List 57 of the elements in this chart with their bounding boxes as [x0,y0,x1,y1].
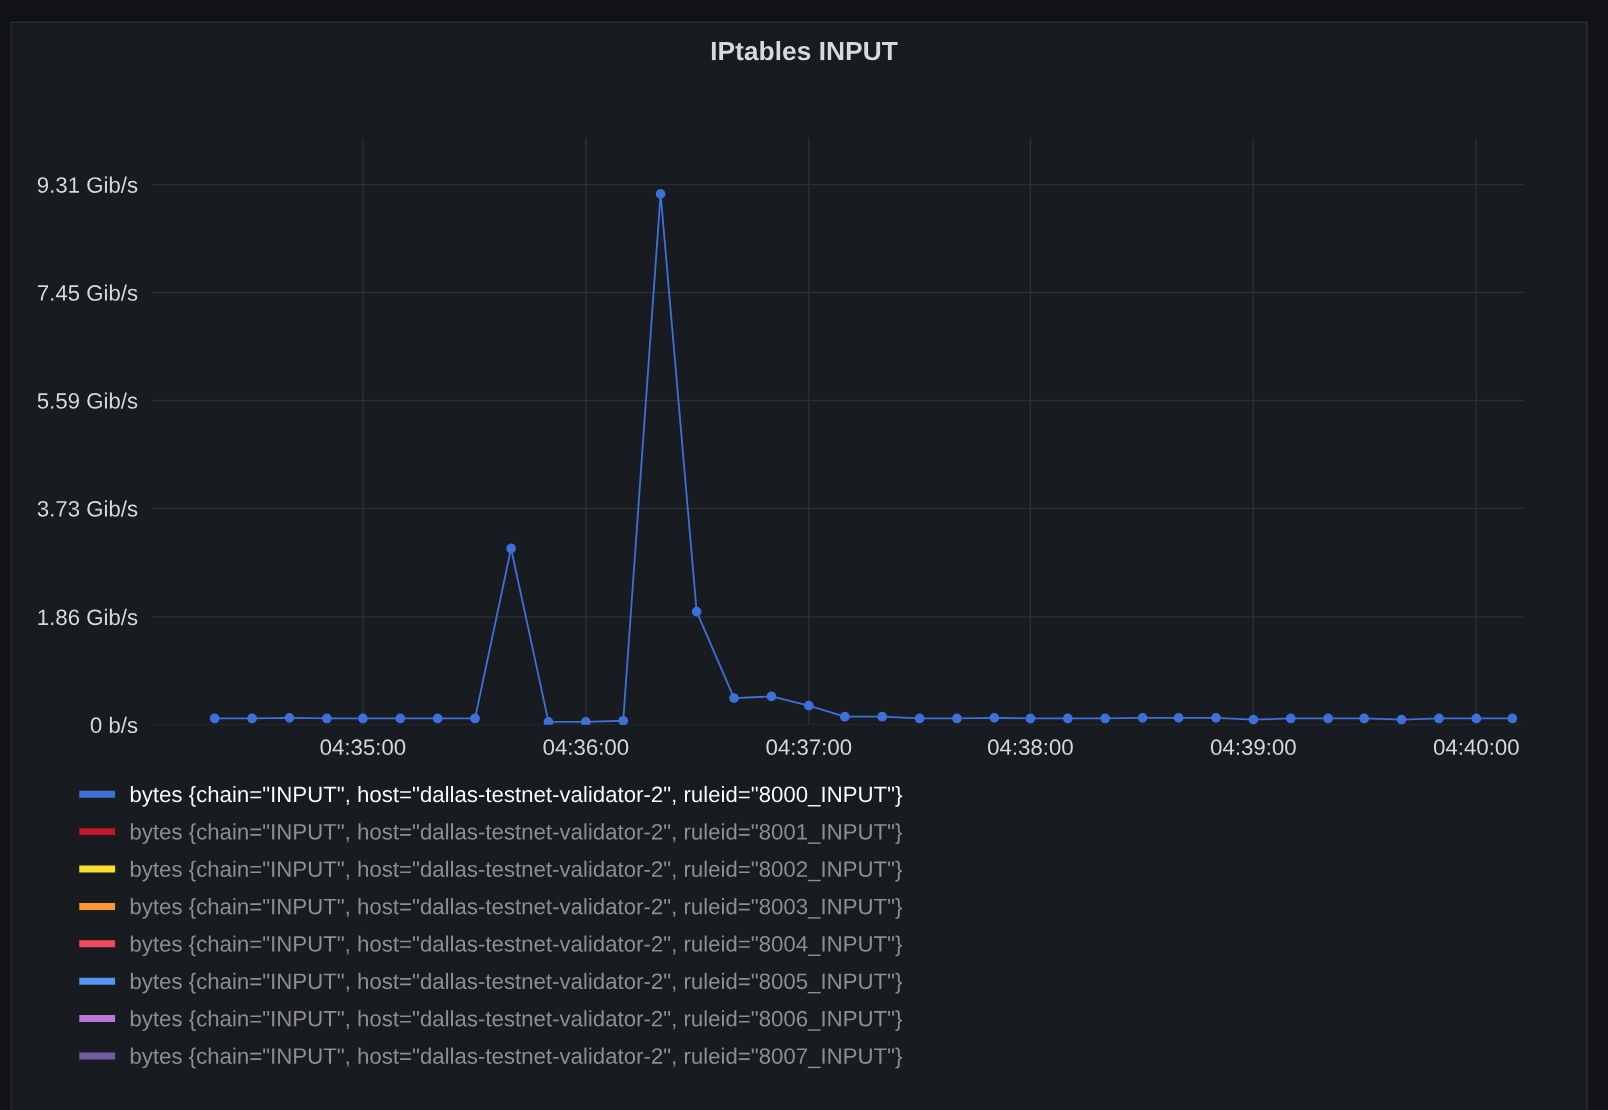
point [914,713,925,724]
point [1137,713,1148,723]
point [1211,713,1221,723]
y-tick-label: 1.86 Gib/s [38,608,138,626]
legend-label: bytes {chain="INPUT", host="dallas-testnet-validator-2", ruleid="8007_INPUT"} [130,1047,903,1069]
x-tick-label: 04:39:00 [1210,739,1296,756]
legend-label: bytes {chain="INPUT", host="dallas-testnet-validator-2", ruleid="8004_INPUT"} [130,935,903,957]
point [1025,713,1036,724]
point [1062,713,1073,724]
x-tick-label: 04:35:00 [320,739,406,756]
point [321,713,332,724]
point [432,713,443,724]
point [580,717,591,725]
point [543,717,554,725]
point [1434,713,1444,724]
y-tick-label: 7.45 Gib/s [37,284,138,301]
point [209,713,220,724]
x-tick-label: 04:37:00 [766,739,852,756]
legend-label: bytes {chain="INPUT", host="dallas-testnet-validator-2", ruleid="8000_INPUT"} [130,785,903,807]
y-tick-label: 9.31 Gib/s [37,176,138,193]
point [618,715,629,725]
point [729,693,739,704]
point [1471,713,1482,724]
legend-label: bytes {chain="INPUT", host="dallas-testnet-validator-2", ruleid="8003_INPUT"} [130,898,903,919]
point [1507,713,1518,724]
point [470,713,480,724]
legend-label: bytes {chain="INPUT", host="dallas-testnet-validator-2", ruleid="8006_INPUT"} [130,1010,903,1031]
point [1100,713,1111,724]
y-tick-label: 3.73 Gib/s [37,500,138,517]
point [803,700,814,711]
point [1173,713,1184,723]
point [1359,713,1370,724]
x-tick-label: 04:36:00 [543,739,629,756]
point [989,713,1000,723]
point [1248,714,1259,725]
x-tick-label: 04:40:00 [1433,739,1519,756]
point [1396,714,1407,725]
x-tick-label: 04:38:00 [988,739,1073,756]
point [1323,713,1333,724]
chart-title: IPtables INPUT [711,40,898,61]
point [839,711,850,722]
point [766,691,777,702]
y-tick-label: 5.59 Gib/s [37,392,138,409]
point [1285,713,1296,724]
point [877,711,888,722]
point [655,189,666,199]
point [358,713,368,724]
legend-label: bytes {chain="INPUT", host="dallas-testnet-validator-2", ruleid="8005_INPUT"} [130,972,903,994]
legend-label: bytes {chain="INPUT", host="dallas-testnet-validator-2", ruleid="8002_INPUT"} [130,860,903,882]
point [952,713,962,724]
point [506,543,516,554]
legend-label: bytes {chain="INPUT", host="dallas-testnet-validator-2", ruleid="8001_INPUT"} [130,823,903,845]
point [691,606,702,617]
point [247,713,257,724]
point [284,713,295,723]
y-tick-label: 0 b/s [90,716,138,734]
point [395,713,406,724]
